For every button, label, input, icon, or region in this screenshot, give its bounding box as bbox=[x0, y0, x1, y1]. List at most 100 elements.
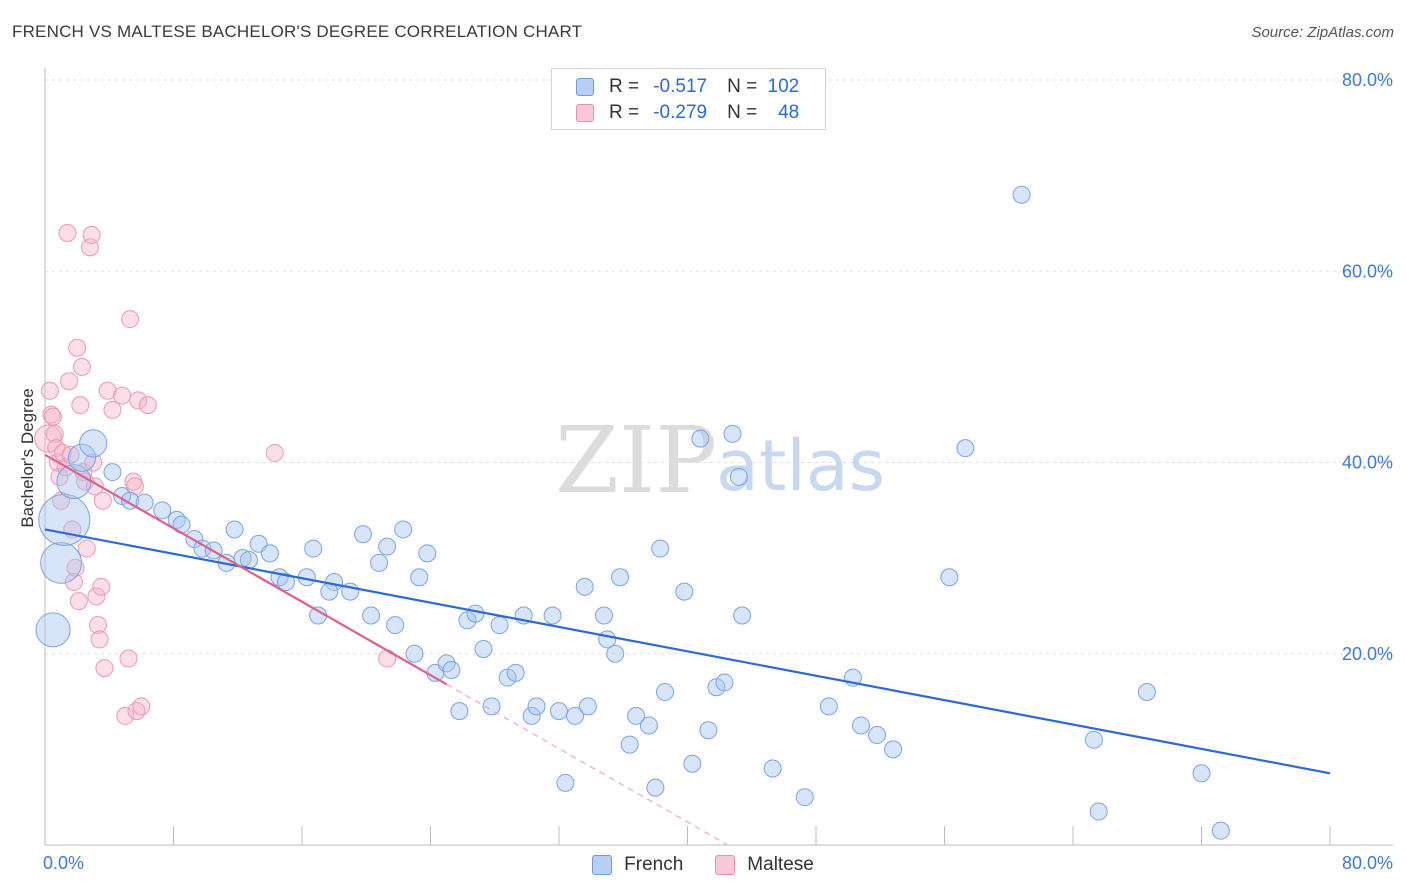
maltese-point bbox=[77, 539, 96, 558]
french-point bbox=[153, 501, 172, 520]
french-point bbox=[474, 639, 493, 658]
french-point bbox=[490, 616, 509, 635]
french-point bbox=[394, 520, 413, 539]
maltese-swatch bbox=[576, 104, 594, 122]
maltese-point bbox=[40, 381, 59, 400]
legend-r-label: R = bbox=[609, 76, 640, 97]
french-point bbox=[729, 467, 748, 486]
french-point bbox=[405, 644, 424, 663]
legend-item-maltese: Maltese bbox=[715, 854, 814, 876]
legend-item-french: French bbox=[592, 854, 683, 876]
y-tick-label: 80.0% bbox=[1342, 70, 1393, 90]
y-tick-label: 40.0% bbox=[1342, 453, 1393, 473]
maltese-trend-line bbox=[44, 453, 448, 686]
correlation-legend: R = -0.517 N = 102 R = -0.279 N = 48 bbox=[551, 68, 826, 130]
maltese-point bbox=[72, 357, 91, 376]
french-points bbox=[35, 185, 1230, 840]
french-point bbox=[225, 520, 244, 539]
maltese-point bbox=[98, 381, 117, 400]
maltese-n-value: 48 bbox=[778, 102, 800, 123]
french-point bbox=[884, 740, 903, 759]
maltese-legend-swatch bbox=[715, 855, 736, 875]
french-swatch bbox=[576, 78, 594, 96]
french-point bbox=[763, 759, 782, 778]
french-point bbox=[466, 604, 485, 623]
french-point bbox=[575, 577, 594, 596]
french-point bbox=[38, 493, 91, 546]
french-point bbox=[940, 568, 959, 587]
maltese-point bbox=[45, 424, 64, 443]
french-point bbox=[450, 702, 469, 721]
french-point bbox=[715, 673, 734, 692]
french-point bbox=[354, 525, 373, 544]
trend-lines bbox=[44, 453, 1331, 846]
maltese-point bbox=[116, 706, 135, 725]
maltese-point bbox=[50, 467, 69, 486]
french-point bbox=[35, 612, 71, 648]
french-point bbox=[522, 706, 541, 725]
french-point bbox=[167, 510, 186, 529]
maltese-point bbox=[113, 386, 132, 405]
french-point bbox=[79, 429, 108, 458]
watermark-atlas: atlas bbox=[716, 425, 885, 507]
maltese-point bbox=[64, 573, 83, 592]
french-point bbox=[370, 553, 389, 572]
french-point bbox=[1084, 730, 1103, 749]
french-point bbox=[418, 544, 437, 563]
maltese-point bbox=[89, 616, 108, 635]
maltese-point bbox=[132, 697, 151, 716]
x-tick-label-max: 80.0% bbox=[1342, 853, 1393, 873]
maltese-point bbox=[82, 225, 101, 244]
maltese-point bbox=[68, 338, 87, 357]
french-point bbox=[611, 568, 630, 587]
french-point bbox=[1137, 683, 1156, 701]
legend-french-label: French bbox=[624, 854, 684, 875]
french-point bbox=[527, 697, 546, 716]
french-point bbox=[276, 573, 295, 592]
french-point bbox=[1192, 764, 1211, 783]
x-tick-label-min: 0.0% bbox=[43, 853, 84, 873]
maltese-point bbox=[87, 587, 106, 606]
french-point bbox=[723, 424, 742, 443]
french-point bbox=[320, 582, 339, 601]
french-point bbox=[606, 644, 625, 663]
french-point bbox=[442, 661, 461, 680]
french-point bbox=[378, 537, 397, 556]
maltese-point bbox=[127, 702, 146, 721]
chart-source: Source: ZipAtlas.com bbox=[1251, 24, 1394, 41]
french-point bbox=[543, 606, 562, 625]
french-point bbox=[656, 683, 675, 701]
french-point bbox=[386, 616, 405, 635]
french-point bbox=[627, 706, 646, 725]
series-legend: French Maltese bbox=[0, 852, 1406, 878]
maltese-points bbox=[34, 224, 397, 725]
french-point bbox=[1012, 185, 1031, 204]
french-point bbox=[646, 778, 665, 797]
maltese-point bbox=[121, 310, 140, 329]
french-point bbox=[506, 663, 525, 682]
french-point bbox=[594, 606, 613, 625]
french-point bbox=[795, 788, 814, 807]
maltese-point bbox=[71, 396, 90, 415]
maltese-point bbox=[58, 224, 77, 242]
french-point bbox=[699, 721, 718, 740]
french-point bbox=[733, 606, 752, 625]
french-point bbox=[956, 439, 975, 458]
maltese-point bbox=[69, 592, 88, 611]
french-point bbox=[304, 539, 323, 558]
legend-maltese-label: Maltese bbox=[747, 854, 814, 875]
watermark-zip: ZIP bbox=[555, 407, 717, 514]
french-point bbox=[868, 726, 887, 745]
french-point bbox=[851, 716, 870, 735]
french-n-value: 102 bbox=[767, 76, 800, 97]
french-point bbox=[1211, 821, 1230, 840]
maltese-point bbox=[138, 396, 157, 415]
french-point bbox=[1089, 802, 1108, 821]
legend-row-french: R = -0.517 N = 102 bbox=[576, 74, 799, 100]
maltese-r-value: -0.279 bbox=[653, 102, 708, 123]
french-point bbox=[683, 754, 702, 773]
maltese-point bbox=[90, 630, 109, 649]
french-point bbox=[556, 773, 575, 792]
french-point bbox=[691, 429, 710, 448]
